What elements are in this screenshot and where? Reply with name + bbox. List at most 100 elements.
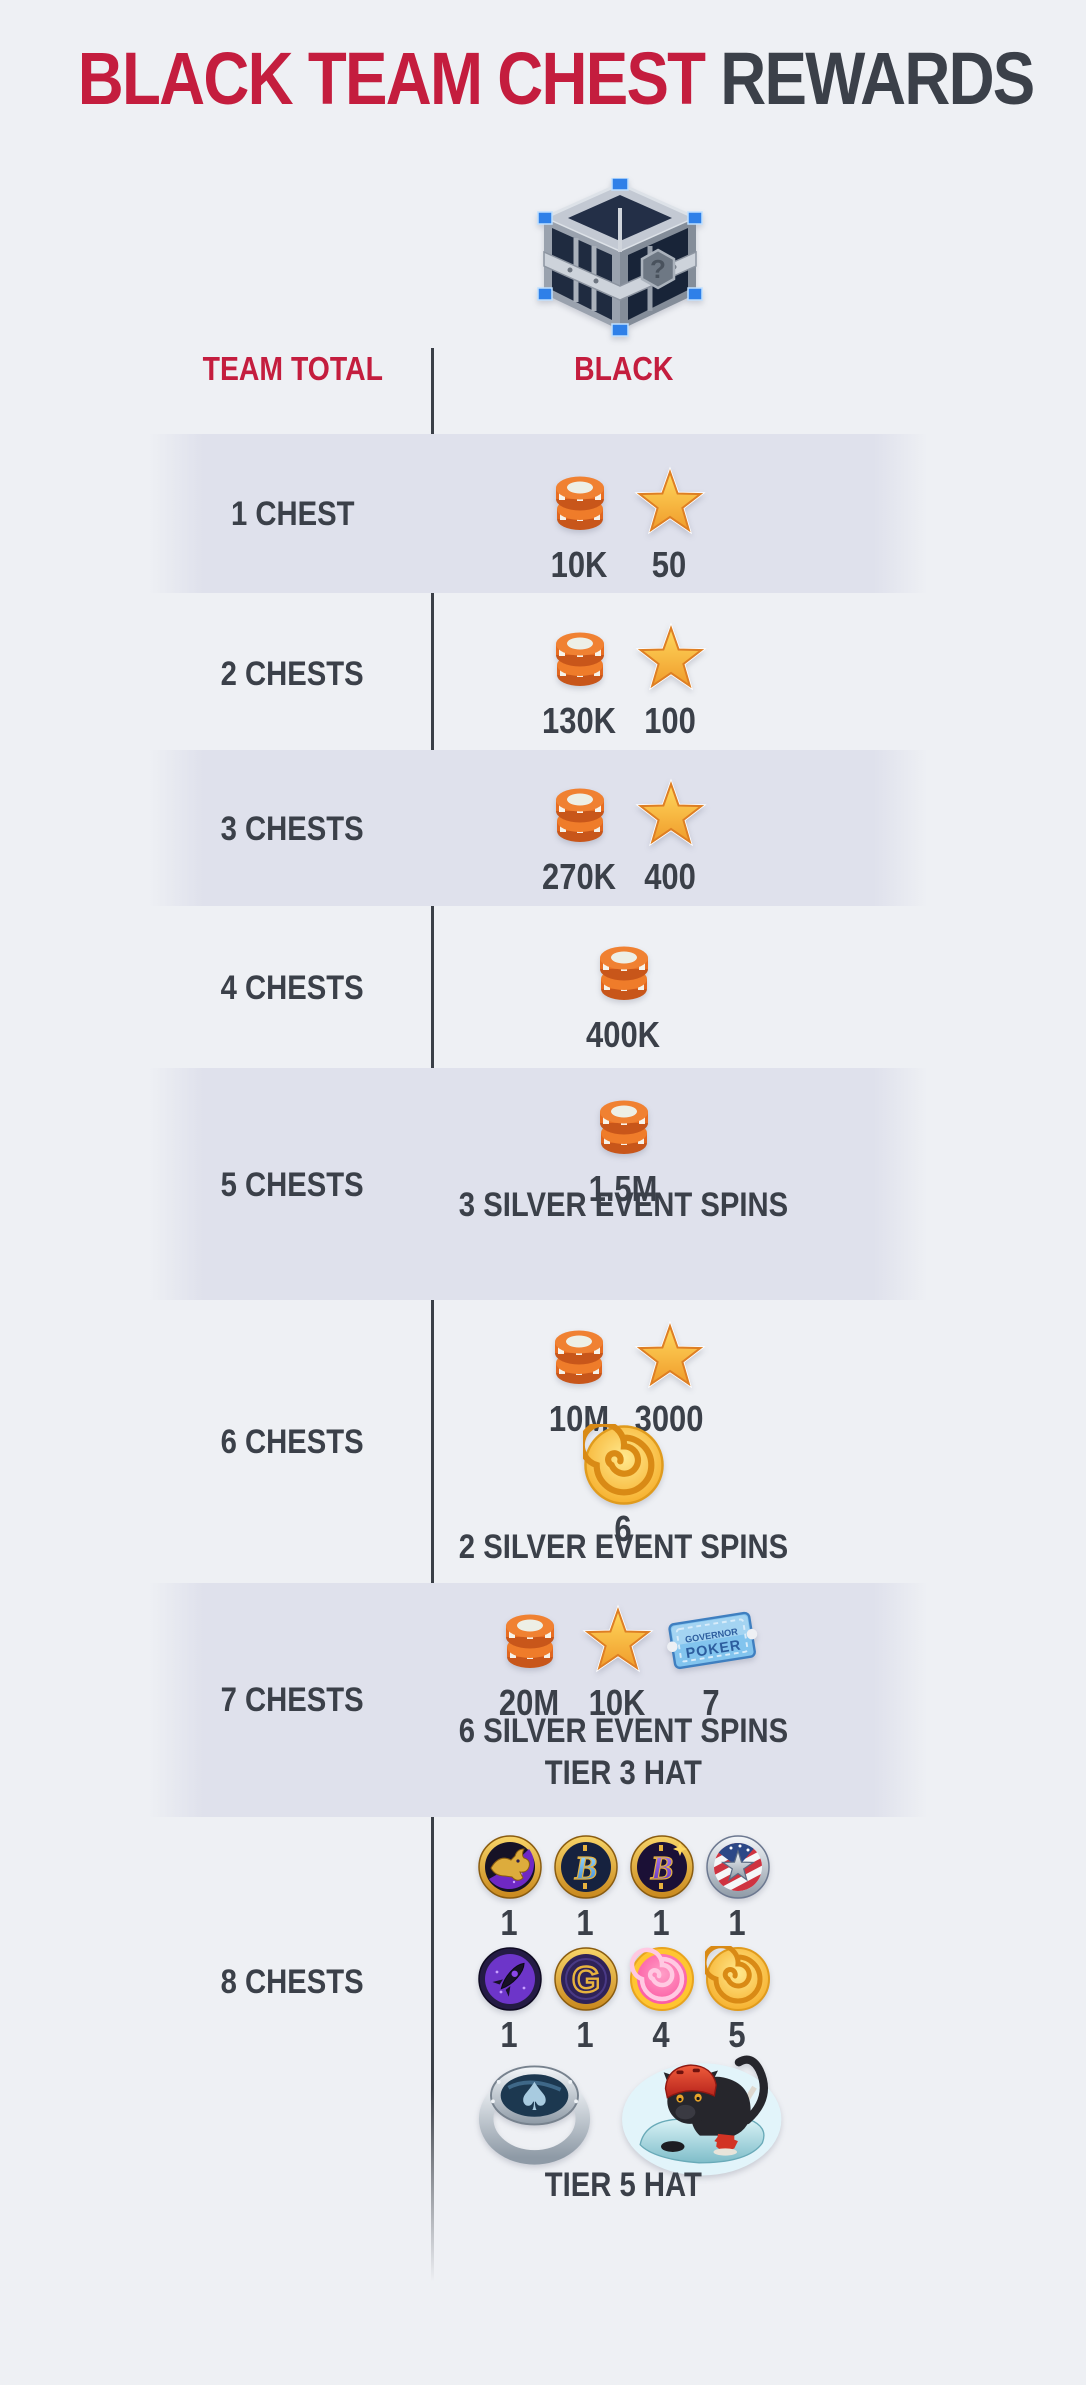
reward-amount: 100	[644, 700, 697, 741]
gold-swirl-coin-icon	[705, 1946, 771, 2012]
black-spade-ring-icon	[462, 2051, 607, 2167]
reward-amount: 1	[500, 1902, 519, 1943]
reward-item: 130K	[536, 614, 622, 739]
reward-amount: 10M	[549, 1398, 610, 1439]
reward-amount: 400	[644, 856, 697, 897]
row-label-4-chests: 4 CHESTS	[220, 969, 364, 1007]
reward-amount: 3000	[635, 1398, 704, 1439]
row-4-rewards: 400K	[436, 928, 811, 1053]
purple-bitcoin-coin-icon	[629, 1834, 695, 1900]
row-band-3	[148, 750, 928, 906]
reward-amount: 130K	[542, 700, 617, 741]
row-band-1	[148, 434, 928, 593]
reward-item: 3000	[629, 1316, 709, 1437]
reward-item: 270K	[536, 770, 622, 895]
row-7-extra-silver-spins: 6 SILVER EVENT SPINS	[458, 1712, 789, 1750]
poker-chip-stack-icon	[538, 770, 622, 854]
row-label-8-chests: 8 CHESTS	[220, 1963, 364, 2001]
reward-amount: 10K	[589, 1682, 646, 1723]
governor-of-poker-ticket-icon	[664, 1599, 760, 1680]
row-6-coin-reward: 6	[436, 1424, 811, 1547]
reward-item: 10M	[537, 1312, 621, 1437]
reward-item: 1	[477, 1946, 543, 2053]
poker-chip-stack-icon	[582, 1082, 666, 1166]
reward-amount: 1	[576, 2014, 595, 2055]
panther-hockey-hat-icon	[613, 2036, 785, 2181]
reward-amount: 6	[614, 1508, 633, 1549]
poker-chip-stack-icon	[538, 458, 622, 542]
column-header-black: BLACK	[573, 350, 674, 387]
reward-item: 1	[705, 1834, 771, 1941]
row-band-5	[148, 1068, 928, 1300]
pink-swirl-coin-icon	[629, 1946, 695, 2012]
row-8-extra-tier-5-hat: TIER 5 HAT	[544, 2166, 703, 2204]
golden-bull-coin-icon	[477, 1834, 543, 1900]
row-label-2-chests: 2 CHESTS	[220, 655, 364, 693]
reward-item: 10K	[578, 1600, 658, 1721]
mystery-chest-icon	[530, 178, 710, 338]
blue-bitcoin-coin-icon	[553, 1834, 619, 1900]
gold-star-icon	[630, 462, 710, 542]
gold-star-icon	[631, 618, 711, 698]
reward-amount: 4	[652, 2014, 671, 2055]
title-secondary: REWARDS	[720, 37, 1035, 120]
usa-star-coin-icon	[705, 1834, 771, 1900]
reward-amount: 1	[576, 1902, 595, 1943]
poker-chip-stack-icon	[538, 614, 622, 698]
reward-item: 5	[705, 1946, 771, 2053]
reward-item: 400K	[580, 928, 666, 1053]
poker-chip-stack-icon	[488, 1596, 572, 1680]
row-8-coins-bottom: 1 1 4 5	[436, 1946, 811, 2053]
reward-item: 50	[630, 462, 710, 583]
reward-amount: 50	[652, 544, 687, 585]
gold-star-icon	[631, 774, 711, 854]
reward-amount: 270K	[542, 856, 617, 897]
column-header-team-total: TEAM TOTAL	[202, 350, 383, 387]
reward-item: 6	[583, 1424, 665, 1547]
row-7-extra-tier-3-hat: TIER 3 HAT	[544, 1754, 703, 1792]
row-8-coins-top: 1 1 1 1	[436, 1834, 811, 1941]
reward-amount: 5	[728, 2014, 747, 2055]
page-title: BLACK TEAM CHEST REWARDS	[0, 42, 1086, 116]
row-6-rewards: 10M 3000	[436, 1312, 811, 1437]
reward-item: 7	[664, 1599, 760, 1721]
poker-chip-stack-icon	[537, 1312, 621, 1396]
reward-amount: 20M	[499, 1682, 560, 1723]
row-label-5-chests: 5 CHESTS	[220, 1166, 364, 1204]
reward-item: 1	[477, 1834, 543, 1941]
row-2-rewards: 130K 100	[436, 614, 811, 739]
reward-item: 400	[631, 774, 711, 895]
reward-amount: 1	[652, 1902, 671, 1943]
reward-amount: 1.5M	[589, 1168, 658, 1209]
reward-item: 100	[631, 618, 711, 739]
reward-amount: 10K	[551, 544, 608, 585]
reward-amount: 1	[728, 1902, 747, 1943]
reward-item: 1	[553, 1834, 619, 1941]
title-primary: BLACK TEAM CHEST	[77, 37, 706, 120]
reward-item: 1	[629, 1834, 695, 1941]
column-divider-line	[431, 348, 434, 2282]
g-coin-icon	[553, 1946, 619, 2012]
row-3-rewards: 270K 400	[436, 770, 811, 895]
gold-star-icon	[578, 1600, 658, 1680]
reward-amount: 400K	[586, 1014, 661, 1055]
reward-amount: 1	[500, 2014, 519, 2055]
row-label-1-chest: 1 CHEST	[230, 495, 355, 533]
row-5-extra-silver-spins: 3 SILVER EVENT SPINS	[458, 1186, 789, 1224]
poker-chip-stack-icon	[582, 928, 666, 1012]
row-1-rewards: 10K 50	[436, 458, 811, 583]
row-label-7-chests: 7 CHESTS	[220, 1681, 364, 1719]
rocket-coin-icon	[477, 1946, 543, 2012]
row-7-rewards: 20M 10K 7	[436, 1596, 811, 1721]
gold-star-icon	[630, 1316, 710, 1396]
row-5-rewards: 1.5M	[436, 1082, 811, 1207]
reward-item: 10K	[538, 458, 622, 583]
row-6-extra-silver-spins: 2 SILVER EVENT SPINS	[458, 1528, 789, 1566]
reward-item: 1	[553, 1946, 619, 2053]
reward-item: 4	[629, 1946, 695, 2053]
reward-item: 1.5M	[582, 1082, 666, 1207]
gold-swirl-coin-icon	[583, 1424, 665, 1506]
row-label-3-chests: 3 CHESTS	[220, 810, 364, 848]
row-label-6-chests: 6 CHESTS	[220, 1423, 364, 1461]
